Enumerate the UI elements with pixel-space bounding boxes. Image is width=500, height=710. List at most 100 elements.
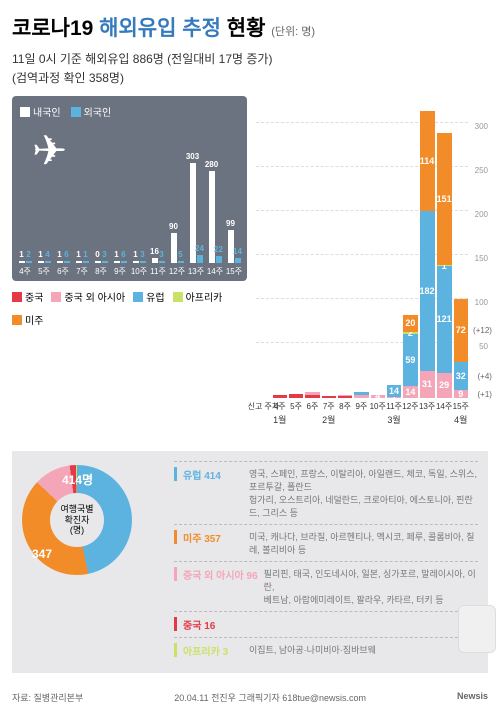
inset-bar-group: 16 3 11주 — [149, 258, 167, 263]
korean-bar: 0 — [95, 261, 101, 263]
korean-bar: 1 — [19, 261, 25, 263]
inset-bar-group: 1 2 4주 — [16, 261, 34, 263]
stacked-segment: 114 — [420, 111, 435, 211]
inset-bar-group: 303 24 13주 — [187, 163, 205, 263]
region-row: 중국 외 아시아 96 필리핀, 태국, 인도네시아, 일본, 싱가포르, 말레… — [174, 561, 478, 611]
segment-value: 59 — [405, 355, 415, 365]
bar-value: 24 — [195, 244, 204, 253]
y-tick: 250 — [475, 166, 488, 175]
segment-value: 14 — [389, 386, 399, 396]
stacked-segment: 29 — [437, 373, 452, 398]
stacked-segment — [273, 395, 287, 398]
inset-bar-group: 1 6 9주 — [111, 261, 129, 263]
subtitle-1: 11일 0시 기준 해외유입 886명 (전일대비 17명 증가) — [12, 50, 488, 67]
region-countries: 미국, 캐나다, 브라질, 아르헨티나, 멕시코, 페루, 콜롬비아, 칠레, … — [249, 530, 478, 556]
week-label: 9주 — [114, 266, 126, 277]
bar-value: 16 — [150, 247, 159, 256]
week-label: 14주 — [436, 401, 452, 412]
korean-bar: 1 — [114, 261, 120, 263]
segment-value: 72 — [456, 325, 466, 335]
korean-bar: 1 — [133, 261, 139, 263]
month-label: 2월 — [322, 413, 335, 426]
region-color-bar — [174, 617, 177, 631]
segment-value: 14 — [405, 387, 415, 397]
week-label: 6주 — [307, 401, 319, 412]
region-countries: 이집트, 남아공·나미비아·짐바브웨 — [249, 643, 478, 656]
stacked-segment: 14 — [387, 385, 401, 397]
legend-label: 유럽 — [146, 289, 164, 304]
region-row: 유럽 414 영국, 스페인, 프랑스, 이탈리아, 아일랜드, 체코, 독일,… — [174, 461, 478, 524]
stacked-bar — [354, 392, 368, 398]
source-label: 자료: 질병관리본부 — [12, 691, 83, 704]
stacked-bar-group: 4주 1월 — [273, 395, 287, 398]
bar-value: 3 — [102, 250, 106, 259]
segment-value: 4 — [375, 391, 380, 401]
stacked-segment: 59 — [403, 334, 417, 386]
korean-bar: 90 — [171, 233, 177, 263]
y-axis: 50100150200250300 — [468, 96, 488, 398]
bar-value: 6 — [121, 250, 125, 259]
stacked-bar-group: 4 10주 — [371, 395, 385, 399]
region-name: 유럽 414 — [183, 467, 243, 482]
legend-swatch — [71, 107, 81, 117]
korean-bar: 1 — [38, 261, 44, 263]
week-label: 10주 — [370, 401, 386, 412]
y-tick: 50 — [479, 342, 488, 351]
week-label: 8주 — [95, 266, 107, 277]
legend-swatch — [173, 292, 183, 302]
stacked-segment: 14 — [403, 386, 417, 398]
month-label: 4월 — [454, 413, 467, 426]
stacked-bar: 114 — [387, 385, 401, 398]
region-color-bar — [174, 530, 177, 544]
segment-value: 121 — [437, 314, 452, 324]
stacked-segment: 72(+12) — [454, 299, 468, 362]
stacked-segment: 9(+1) — [454, 390, 468, 398]
bar-value: 0 — [95, 250, 99, 259]
stacked-segment: 121 — [437, 266, 452, 372]
foreigner-bar: 3 — [102, 261, 108, 263]
week-label: 7주 — [323, 401, 335, 412]
week-label: 12주 — [402, 401, 418, 412]
week-label: 8주 — [339, 401, 351, 412]
inset-chart: 내국인외국인 ✈ 1 2 4주 1 4 5주 1 6 6주 1 1 7주 0 3 — [12, 96, 247, 281]
region-color-bar — [174, 567, 177, 581]
stacked-segment: 151 — [437, 133, 452, 266]
korean-bar: 1 — [57, 261, 63, 263]
foreigner-bar: 24 — [197, 255, 203, 263]
stacked-bar-group: 31182114 13주 — [420, 111, 435, 398]
stacked-segment: 20 — [403, 315, 417, 333]
stacked-bar: 1459220 — [403, 315, 417, 398]
main-charts: 내국인외국인 ✈ 1 2 4주 1 4 5주 1 6 6주 1 1 7주 0 3 — [12, 96, 488, 416]
region-count: 3 — [223, 647, 229, 658]
week-label: 13주 — [188, 266, 204, 277]
segment-value: 114 — [420, 156, 435, 166]
week-label: 13주 — [419, 401, 435, 412]
bar-value: 1 — [83, 250, 87, 259]
legend-label: 아프리카 — [186, 289, 223, 304]
inset-bar-group: 90 5 12주 — [168, 233, 186, 263]
stacked-bar-group: 1459220 12주 — [403, 315, 417, 398]
inset-legend: 내국인외국인 — [20, 104, 239, 119]
bar-value: 3 — [159, 250, 163, 259]
segment-value: 29 — [439, 380, 449, 390]
region-name: 아프리카 3 — [183, 643, 243, 658]
segment-value: 32 — [456, 371, 466, 381]
stacked-segment — [305, 392, 319, 395]
bar-value: 5 — [178, 250, 182, 259]
foreigner-bar: 5 — [178, 261, 184, 263]
region-color-bar — [174, 467, 177, 481]
title-suffix: 현황 — [227, 17, 266, 40]
segment-value: 151 — [437, 194, 452, 204]
region-countries: 영국, 스페인, 프랑스, 이탈리아, 아일랜드, 체코, 독일, 스위스, 포… — [249, 467, 478, 519]
week-label: 4주 — [19, 266, 31, 277]
bar-value: 1 — [19, 250, 23, 259]
stacked-segment — [354, 395, 368, 399]
region-countries: 필리핀, 태국, 인도네시아, 일본, 싱가포르, 말레이시아, 이란,베트남,… — [264, 567, 478, 606]
bar-value: 2 — [26, 250, 30, 259]
stacked-segment — [322, 396, 336, 398]
stacked-chart: 신고 주차 4주 1월 5주 6주 7주 2월 8주 9주 4 10주 114 … — [256, 96, 488, 416]
bar-value: 1 — [57, 250, 61, 259]
stacked-bar-group: 114 11주 3월 — [387, 385, 401, 398]
stacked-bar-group: 9(+1)32(+4)72(+12) 15주 4월 — [454, 299, 468, 398]
y-tick: 150 — [475, 254, 488, 263]
